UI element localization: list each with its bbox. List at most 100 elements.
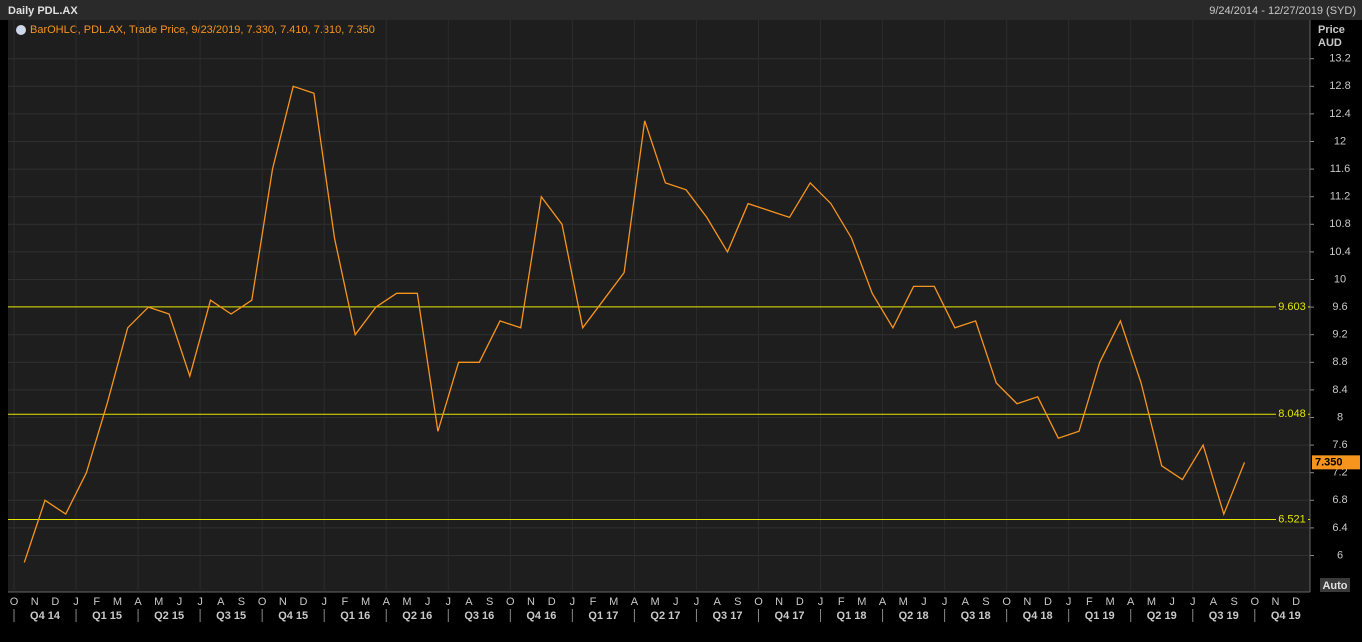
y-tick-label: 8.4: [1332, 384, 1347, 396]
x-tick-label: A: [134, 596, 142, 608]
x-tick-label: O: [506, 596, 515, 608]
y-axis-unit: AUD: [1318, 37, 1342, 49]
price-line: [23, 85, 1246, 563]
x-tick-label: O: [1002, 596, 1011, 608]
x-tick-label: M: [1147, 596, 1156, 608]
x-tick-label: J: [673, 596, 679, 608]
quarter-label: Q3 17: [712, 610, 742, 622]
x-tick-label: A: [962, 596, 970, 608]
y-tick-label: 11.6: [1330, 163, 1351, 175]
x-tick-label: M: [402, 596, 411, 608]
plot-area: [8, 20, 1310, 592]
x-tick-label: M: [154, 596, 163, 608]
quarter-label: Q4 15: [278, 610, 308, 622]
y-tick-label: 12: [1334, 135, 1346, 147]
quarter-label: Q2 17: [650, 610, 680, 622]
y-tick-label: 12.4: [1329, 108, 1350, 120]
x-tick-label: J: [73, 596, 79, 608]
x-tick-label: D: [300, 596, 308, 608]
x-tick-label: M: [899, 596, 908, 608]
x-tick-label: S: [486, 596, 493, 608]
x-tick-label: J: [1066, 596, 1072, 608]
x-tick-label: N: [527, 596, 535, 608]
level-label: 6.521: [1278, 513, 1306, 525]
x-tick-label: D: [1044, 596, 1052, 608]
last-price-label: 7.350: [1315, 456, 1343, 468]
quarter-label: Q2 15: [154, 610, 184, 622]
quarter-label: Q3 15: [216, 610, 246, 622]
x-tick-label: F: [93, 596, 100, 608]
quarter-label: Q3 18: [961, 610, 991, 622]
x-tick-label: J: [197, 596, 203, 608]
x-tick-label: F: [838, 596, 845, 608]
y-tick-label: 10.4: [1329, 246, 1350, 258]
x-tick-label: A: [879, 596, 887, 608]
x-tick-label: J: [570, 596, 576, 608]
x-tick-label: O: [1251, 596, 1260, 608]
x-tick-label: M: [113, 596, 122, 608]
quarter-label: Q1 16: [340, 610, 370, 622]
quarter-label: Q4 17: [775, 610, 805, 622]
x-tick-label: A: [1127, 596, 1135, 608]
x-tick-label: F: [342, 596, 349, 608]
header-bar: [0, 0, 1362, 20]
x-tick-label: J: [942, 596, 948, 608]
quarter-label: Q2 19: [1147, 610, 1177, 622]
x-tick-label: J: [694, 596, 700, 608]
y-tick-label: 7.6: [1332, 439, 1347, 451]
x-tick-label: J: [1169, 596, 1175, 608]
x-tick-label: M: [857, 596, 866, 608]
x-tick-label: D: [51, 596, 59, 608]
x-tick-label: D: [1292, 596, 1300, 608]
level-label-bg: [1276, 512, 1308, 527]
x-tick-label: A: [713, 596, 721, 608]
x-tick-label: J: [818, 596, 824, 608]
y-tick-label: 10: [1334, 273, 1346, 285]
x-tick-label: F: [1086, 596, 1093, 608]
y-tick-label: 13.2: [1329, 53, 1350, 65]
y-tick-label: 11.2: [1330, 191, 1351, 203]
quarter-label: Q2 16: [402, 610, 432, 622]
level-label: 8.048: [1278, 408, 1306, 420]
x-tick-label: J: [321, 596, 327, 608]
x-tick-label: N: [279, 596, 287, 608]
x-tick-label: J: [921, 596, 927, 608]
x-tick-label: M: [650, 596, 659, 608]
quarter-label: Q1 19: [1085, 610, 1115, 622]
quarter-label: Q3 19: [1209, 610, 1239, 622]
x-tick-label: O: [754, 596, 763, 608]
x-tick-label: J: [1190, 596, 1196, 608]
x-tick-label: F: [590, 596, 597, 608]
y-axis-title: Price: [1318, 24, 1345, 36]
y-tick-label: 7.2: [1332, 467, 1347, 479]
x-tick-label: S: [238, 596, 245, 608]
y-tick-label: 9.2: [1332, 329, 1347, 341]
last-price-tag: [1312, 455, 1360, 470]
y-tick-label: 6.8: [1332, 494, 1347, 506]
x-tick-label: J: [177, 596, 183, 608]
quarter-label: Q4 16: [526, 610, 556, 622]
legend-icon[interactable]: [16, 25, 26, 35]
x-tick-label: M: [361, 596, 370, 608]
x-tick-label: N: [1023, 596, 1031, 608]
scale-button[interactable]: [1320, 578, 1350, 592]
x-tick-label: M: [609, 596, 618, 608]
x-tick-label: O: [10, 596, 19, 608]
x-tick-label: A: [217, 596, 225, 608]
x-tick-label: S: [982, 596, 989, 608]
x-tick-label: N: [775, 596, 783, 608]
x-tick-label: D: [548, 596, 556, 608]
x-tick-label: D: [796, 596, 804, 608]
y-tick-label: 10.8: [1329, 218, 1350, 230]
y-tick-label: 8: [1337, 411, 1343, 423]
y-tick-label: 9.6: [1332, 301, 1347, 313]
x-tick-label: O: [258, 596, 267, 608]
chart-title: Daily PDL.AX: [8, 5, 78, 17]
x-tick-label: A: [465, 596, 473, 608]
quarter-label: Q1 18: [837, 610, 867, 622]
quarter-label: Q4 18: [1023, 610, 1053, 622]
date-range: 9/24/2014 - 12/27/2019 (SYD): [1209, 5, 1356, 17]
y-tick-label: 6: [1337, 549, 1343, 561]
scale-mode[interactable]: Auto: [1322, 580, 1347, 592]
